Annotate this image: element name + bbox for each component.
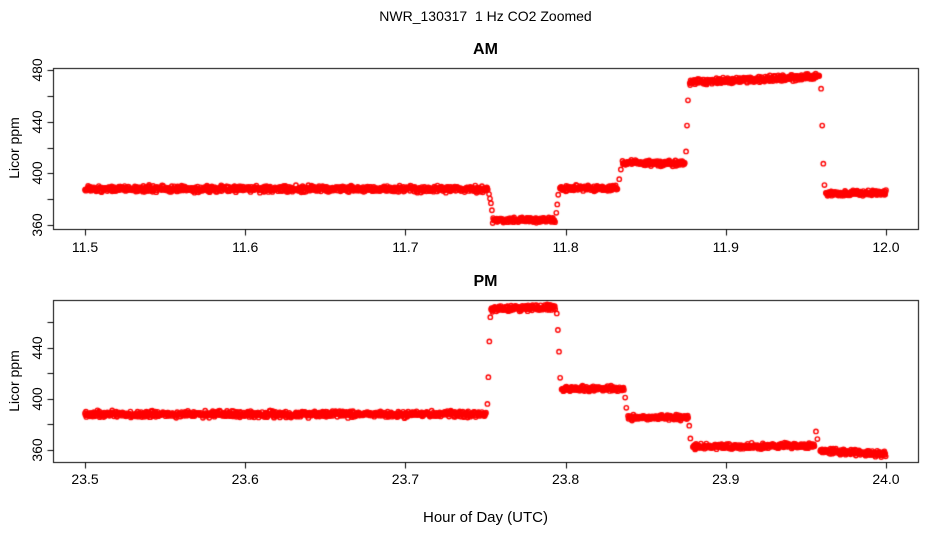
y-tick-label: 440: [29, 109, 45, 134]
y-tick-label: 480: [29, 58, 45, 82]
y-tick-label: 360: [29, 438, 45, 462]
x-tick-label: 11.9: [712, 239, 739, 255]
y-tick-label: 360: [29, 213, 45, 237]
x-tick-label: 11.7: [392, 239, 419, 255]
x-tick-label: 11.5: [71, 239, 99, 255]
x-tick-label: 23.9: [712, 471, 740, 487]
x-tick-label: 23.7: [391, 471, 420, 487]
y-tick-label: 440: [29, 336, 45, 360]
x-tick-label: 23.8: [551, 471, 580, 487]
y-tick-label: 400: [29, 161, 45, 186]
x-tick-label: 24.0: [872, 471, 900, 487]
x-tick-label: 12.0: [872, 239, 900, 255]
y-tick-label: 400: [29, 387, 45, 411]
x-tick-label: 11.6: [232, 239, 259, 255]
x-tick-label: 11.8: [552, 239, 579, 255]
x-tick-label: 23.5: [71, 471, 99, 487]
x-tick-label: 23.6: [231, 471, 259, 487]
